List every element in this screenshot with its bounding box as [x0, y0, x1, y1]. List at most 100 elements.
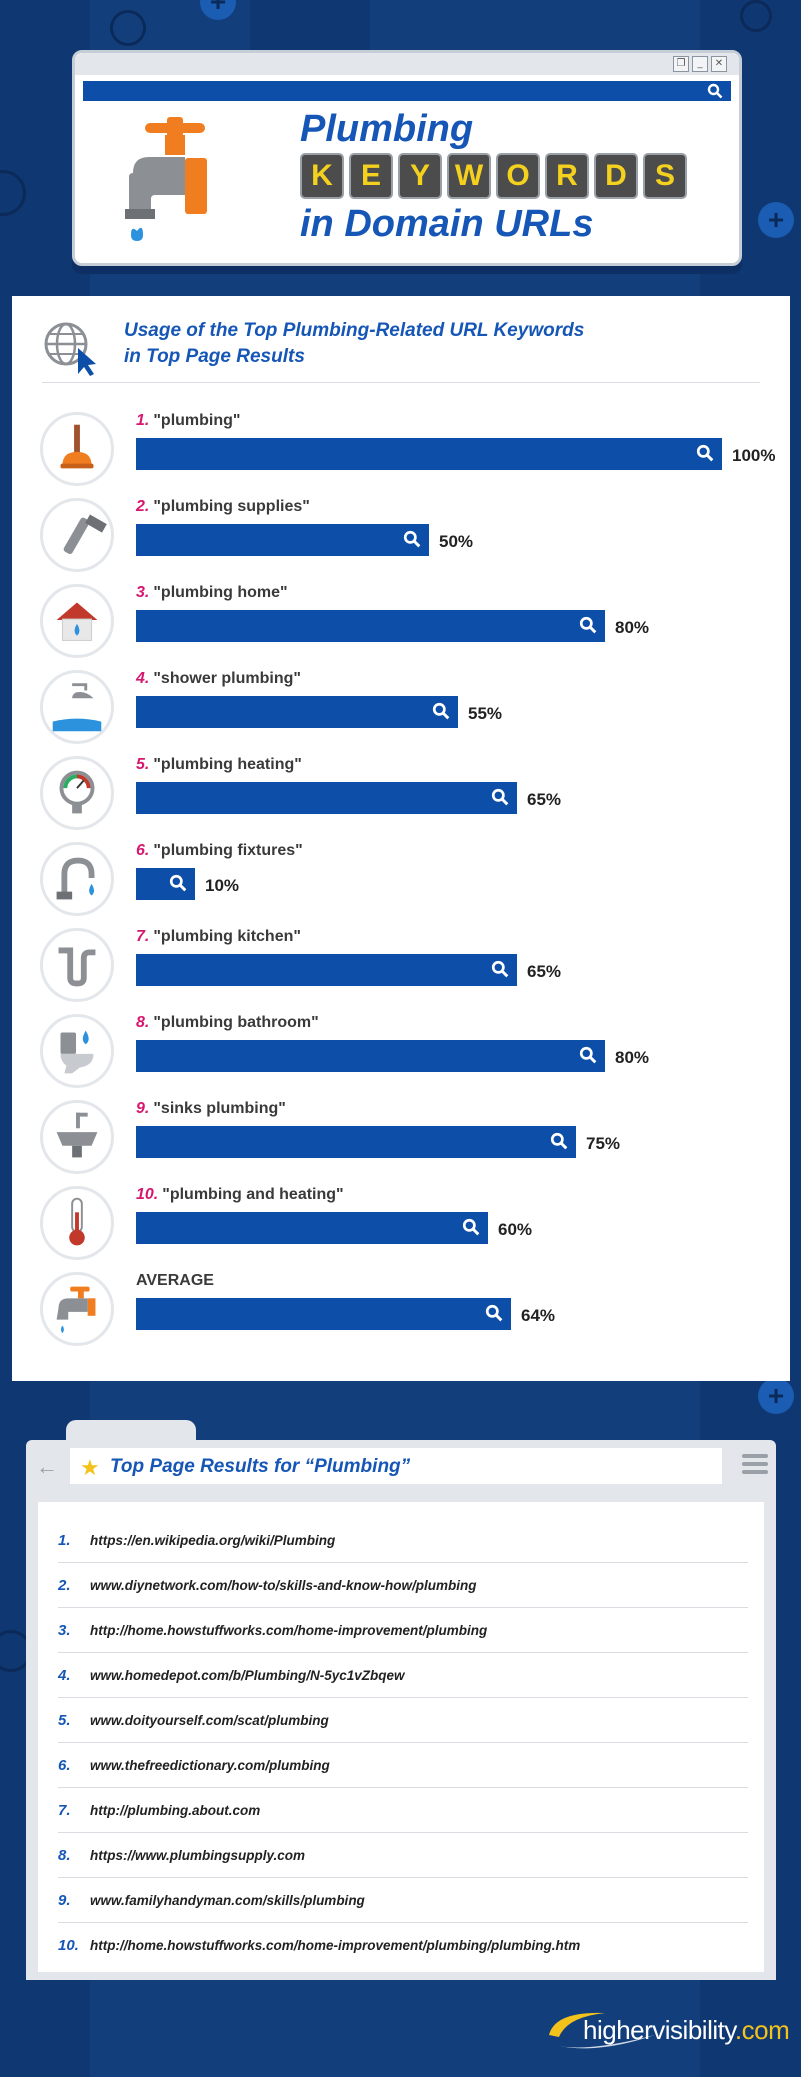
list-item[interactable]: 8. https://www.plumbingsupply.com [58, 1833, 748, 1878]
bar-value-label: 65% [527, 962, 562, 981]
bar-value-label: 55% [468, 704, 503, 723]
bar-value-label: 80% [615, 1048, 650, 1067]
bar-label: 2. "plumbing supplies" [136, 498, 310, 516]
list-item-url[interactable]: https://en.wikipedia.org/wiki/Plumbing [90, 1533, 336, 1548]
plus-icon: + [758, 1378, 794, 1414]
list-item-url[interactable]: www.familyhandyman.com/skills/plumbing [90, 1893, 365, 1908]
header-window: ❐ _ ✕ Plumbing K E Y W O R D S in Domain… [72, 50, 742, 266]
list-item[interactable]: 1. https://en.wikipedia.org/wiki/Plumbing [58, 1518, 748, 1563]
close-button[interactable]: ✕ [711, 56, 727, 72]
plunger-icon [40, 412, 114, 486]
chart-row: 5. "plumbing heating" 65% [12, 748, 790, 834]
logo-swoosh-icon [549, 2012, 655, 2049]
bar [136, 696, 458, 728]
list-item-url[interactable]: www.doityourself.com/scat/plumbing [90, 1713, 329, 1728]
list-item-url[interactable]: https://www.plumbingsupply.com [90, 1848, 305, 1863]
bar-keyword: "plumbing heating" [153, 756, 302, 773]
bar-keyword: "plumbing fixtures" [153, 842, 303, 859]
list-item[interactable]: 2. www.diynetwork.com/how-to/skills-and-k… [58, 1563, 748, 1608]
gauge-icon [40, 756, 114, 830]
list-item[interactable]: 10. http://home.howstuffworks.com/home-im… [58, 1923, 748, 1967]
header-search-bar[interactable] [83, 81, 731, 101]
results-title: Top Page Results for “Plumbing” [110, 1456, 411, 1477]
address-bar[interactable]: ★ Top Page Results for “Plumbing” [70, 1448, 722, 1484]
results-window: ← ★ Top Page Results for “Plumbing” 1. ht… [26, 1420, 776, 1980]
bar-keyword: "plumbing home" [153, 584, 288, 601]
list-item-number: 6. [58, 1757, 71, 1774]
bar-keyword: "shower plumbing" [153, 670, 301, 687]
bar-keyword: "sinks plumbing" [153, 1100, 286, 1117]
header-title-bar: ❐ _ ✕ [75, 53, 739, 75]
bar-label: 10. "plumbing and heating" [136, 1186, 344, 1204]
bar-label: 9. "sinks plumbing" [136, 1100, 286, 1118]
bar-rank: 3. [136, 584, 150, 601]
house-icon [40, 584, 114, 658]
list-item-number: 9. [58, 1892, 71, 1909]
bar-label: 1. "plumbing" [136, 412, 241, 430]
bar-rank: 10. [136, 1186, 159, 1203]
search-icon [550, 1132, 568, 1150]
logo-accent-text: .com [734, 2015, 790, 2045]
shower-icon [40, 670, 114, 744]
bar-rank: 5. [136, 756, 150, 773]
search-icon [485, 1304, 503, 1322]
wrench-icon [40, 498, 114, 572]
list-item-number: 7. [58, 1802, 71, 1819]
list-item-url[interactable]: http://home.howstuffworks.com/home-impro… [90, 1938, 581, 1953]
chart-row: 9. "sinks plumbing" 75% [12, 1092, 790, 1178]
list-item-url[interactable]: www.homedepot.com/b/Plumbing/N-5yc1vZbqe… [90, 1668, 405, 1683]
list-item-url[interactable]: http://home.howstuffworks.com/home-impro… [90, 1623, 488, 1638]
list-item-number: 4. [58, 1667, 71, 1684]
minimize-button[interactable]: _ [692, 56, 708, 72]
list-item-url[interactable]: www.thefreedictionary.com/plumbing [90, 1758, 330, 1773]
results-list: 1. https://en.wikipedia.org/wiki/Plumbing… [38, 1502, 764, 1972]
list-item[interactable]: 5. www.doityourself.com/scat/plumbing [58, 1698, 748, 1743]
logo-main-text: highervisibility [583, 2015, 735, 2045]
toilet-icon [40, 1014, 114, 1088]
list-item[interactable]: 9. www.familyhandyman.com/skills/plumbing [58, 1878, 748, 1923]
list-item-url[interactable]: www.diynetwork.com/how-to/skills-and-kno… [90, 1578, 477, 1593]
bar-value-label: 60% [498, 1220, 533, 1239]
chart-row: 3. "plumbing home" 80% [12, 576, 790, 662]
list-item-number: 10. [58, 1937, 79, 1954]
bar-keyword: "plumbing and heating" [162, 1186, 344, 1203]
bar [136, 954, 517, 986]
bar [136, 1212, 488, 1244]
list-item[interactable]: 3. http://home.howstuffworks.com/home-imp… [58, 1608, 748, 1653]
list-item-number: 8. [58, 1847, 71, 1864]
menu-icon[interactable] [742, 1454, 768, 1478]
bar-value-label: 100% [732, 446, 776, 465]
bar-keyword: "plumbing bathroom" [153, 1014, 319, 1031]
bar-label: 3. "plumbing home" [136, 584, 288, 602]
bar [136, 782, 517, 814]
keyword-usage-chart: Usage of the Top Plumbing-Related URL Ke… [12, 296, 790, 1381]
divider [42, 382, 760, 383]
keyword-tile: W [447, 153, 491, 199]
bar-value-label: 80% [615, 618, 650, 637]
bar-label: 5. "plumbing heating" [136, 756, 302, 774]
bar-label: 8. "plumbing bathroom" [136, 1014, 319, 1032]
search-icon [491, 788, 509, 806]
search-icon [579, 616, 597, 634]
bar [136, 1040, 605, 1072]
faucet-icon [125, 117, 207, 241]
bar-label: 7. "plumbing kitchen" [136, 928, 301, 946]
bar-value-label: 50% [439, 532, 474, 551]
header-title-line3: in Domain URLs [300, 203, 594, 245]
back-arrow-icon[interactable]: ← [36, 1454, 58, 1479]
results-toolbar: ← ★ Top Page Results for “Plumbing” [26, 1440, 776, 1492]
plus-icon: + [200, 0, 236, 20]
keyword-tile: O [496, 153, 540, 199]
logo-text: highervisibility.com [583, 2015, 790, 2046]
list-item[interactable]: 4. www.homedepot.com/b/Plumbing/N-5yc1vZb… [58, 1653, 748, 1698]
chart-row: 10. "plumbing and heating" 60% [12, 1178, 790, 1264]
highervisibility-logo[interactable]: highervisibility.com [545, 2005, 790, 2055]
list-item-url[interactable]: http://plumbing.about.com [90, 1803, 261, 1818]
list-item[interactable]: 6. www.thefreedictionary.com/plumbing [58, 1743, 748, 1788]
list-item[interactable]: 7. http://plumbing.about.com [58, 1788, 748, 1833]
bar-rank: 8. [136, 1014, 150, 1031]
keyword-tile: K [300, 153, 344, 199]
bar-keyword: "plumbing supplies" [153, 498, 310, 515]
keyword-tile: Y [398, 153, 442, 199]
restore-button[interactable]: ❐ [673, 56, 689, 72]
